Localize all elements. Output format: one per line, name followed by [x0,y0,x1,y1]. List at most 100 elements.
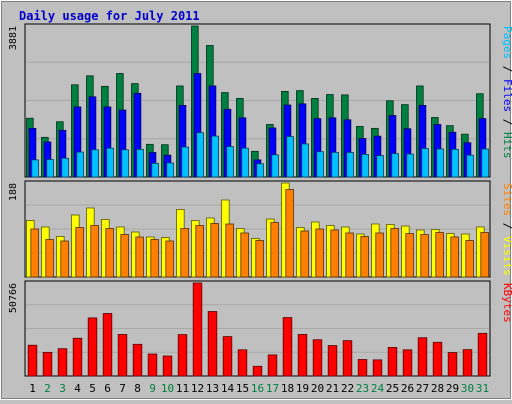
legend-entry: / [501,216,512,236]
bar-pages-day-6 [106,147,114,178]
bar-kbytes-day-10 [162,355,173,377]
bar-sites-day-22 [345,232,354,278]
bar-sites-day-14 [225,223,234,278]
bar-kbytes-day-19 [297,334,308,377]
bar-kbytes-day-8 [132,343,143,377]
legend-hits-files-pages: Pages / Files / Hits [501,26,512,159]
bar-kbytes-day-22 [342,340,353,377]
bar-sites-day-29 [450,236,459,278]
bar-kbytes-day-29 [447,352,458,377]
bar-kbytes-day-30 [462,349,473,377]
bar-sites-day-6 [105,228,114,278]
x-tick-label: 11 [176,382,189,395]
bar-sites-day-23 [360,236,369,278]
bar-sites-day-11 [180,228,189,278]
bar-pages-day-27 [421,148,429,178]
x-tick-label: 7 [119,382,126,395]
bar-sites-day-21 [330,229,339,278]
bar-kbytes-day-31 [477,332,488,377]
bar-kbytes-day-27 [417,337,428,377]
bar-pages-day-10 [166,162,174,178]
bar-sites-day-12 [195,225,204,278]
bar-kbytes-day-6 [102,313,113,377]
bar-sites-day-4 [75,227,84,278]
bar-pages-day-17 [271,154,279,178]
bar-kbytes-day-14 [222,336,233,377]
bar-pages-day-26 [406,153,414,178]
bar-kbytes-day-20 [312,339,323,377]
bar-pages-day-15 [241,147,249,178]
bar-pages-day-20 [316,151,324,178]
x-tick-label: 9 [149,382,156,395]
bar-kbytes-day-1 [27,344,38,377]
bar-pages-day-5 [91,149,99,178]
x-tick-label: 14 [221,382,235,395]
x-tick-label: 1 [29,382,36,395]
bar-kbytes-day-21 [327,345,338,377]
bar-sites-day-5 [90,225,99,278]
bar-pages-day-14 [226,146,234,178]
bar-kbytes-day-11 [177,334,188,377]
x-tick-label: 27 [416,382,429,395]
bar-kbytes-day-18 [282,317,293,377]
x-tick-label: 17 [266,382,279,395]
bar-sites-day-9 [150,239,159,278]
bar-sites-day-24 [375,232,384,278]
bar-sites-day-16 [255,240,264,278]
bar-sites-day-20 [315,228,324,278]
x-tick-label: 19 [296,382,309,395]
bar-kbytes-day-15 [237,349,248,377]
bar-kbytes-day-9 [147,353,158,377]
bar-kbytes-day-3 [57,348,68,377]
bar-pages-day-22 [346,152,354,178]
x-tick-label: 28 [431,382,444,395]
bar-kbytes-day-25 [387,347,398,377]
x-tick-label: 10 [161,382,174,395]
bar-kbytes-day-17 [267,354,278,377]
bar-pages-day-4 [76,151,84,178]
bar-kbytes-day-12 [192,282,203,377]
bar-kbytes-day-2 [42,351,53,377]
x-tick-label: 4 [74,382,81,395]
bar-sites-day-3 [60,240,69,278]
x-tick-label: 25 [386,382,399,395]
bar-sites-day-18 [285,189,294,278]
bar-pages-day-8 [136,148,144,178]
bar-pages-day-9 [151,162,159,178]
bar-pages-day-21 [331,152,339,178]
x-tick-label: 30 [461,382,474,395]
bar-sites-day-30 [465,240,474,278]
bar-pages-day-13 [211,135,219,178]
legend-visits-sites: Sites / Visits [501,183,512,276]
y-max-label: 188 [8,183,19,201]
bar-kbytes-day-13 [207,311,218,377]
bar-sites-day-10 [165,240,174,278]
bar-pages-day-2 [46,159,54,178]
bar-sites-day-2 [45,239,54,278]
x-tick-label: 5 [89,382,96,395]
bar-pages-day-25 [391,153,399,178]
x-tick-label: 8 [134,382,141,395]
bar-pages-day-1 [31,159,39,178]
bar-kbytes-day-26 [402,349,413,377]
bar-kbytes-day-7 [117,334,128,377]
bar-sites-day-27 [420,234,429,278]
bar-pages-day-12 [196,132,204,178]
bar-pages-day-16 [256,163,264,178]
bar-kbytes-day-28 [432,341,443,377]
legend-kbytes: KBytes [501,283,512,323]
bar-sites-day-25 [390,228,399,278]
bar-pages-day-11 [181,146,189,178]
bar-sites-day-15 [240,232,249,278]
bar-sites-day-26 [405,233,414,278]
bar-sites-day-28 [435,232,444,278]
x-tick-label: 31 [476,382,489,395]
bar-sites-day-19 [300,230,309,278]
x-tick-label: 23 [356,382,369,395]
bar-pages-day-31 [481,148,489,178]
legend-entry: / [501,59,512,79]
x-tick-label: 6 [104,382,111,395]
